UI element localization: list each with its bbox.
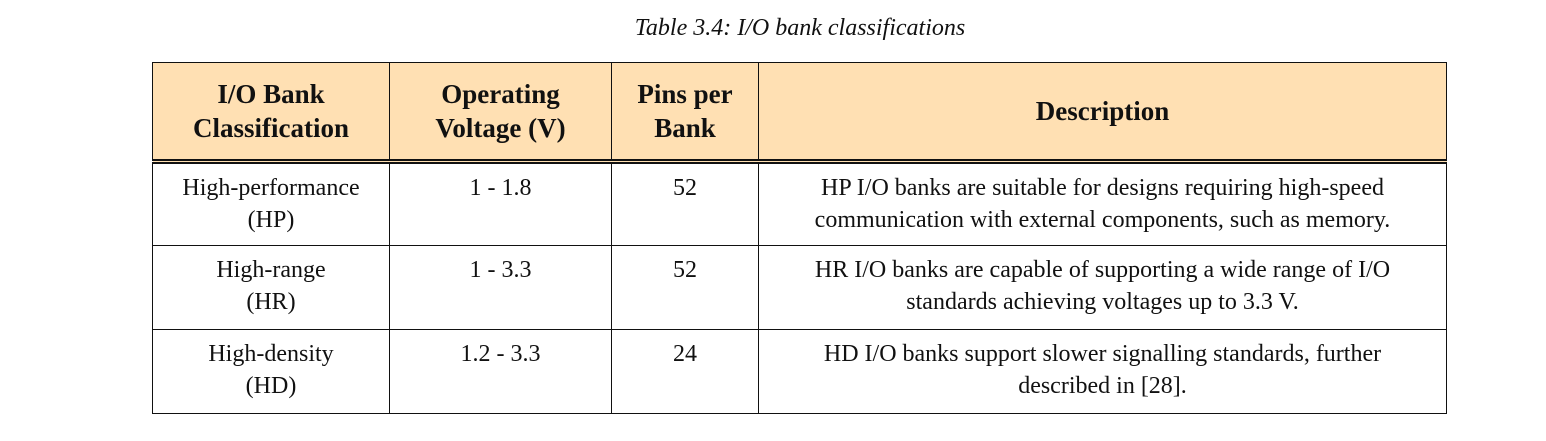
- cell-text: 52: [673, 257, 697, 283]
- header-text: Classification: [192, 113, 349, 143]
- header-text: Bank: [654, 113, 716, 143]
- cell-text: (HD): [245, 373, 297, 399]
- cell-text: High-performance: [182, 175, 360, 201]
- table-row: High-density (HD) 1.2 - 3.3 24 HD I/O ba…: [152, 329, 1447, 414]
- cell-description: HD I/O banks support slower signalling s…: [758, 329, 1447, 414]
- table-row: High-range (HR) 1 - 3.3 52 HR I/O banks …: [152, 245, 1447, 330]
- cell-text: communication with external components, …: [814, 207, 1391, 233]
- cell-text: (HR): [246, 289, 296, 315]
- header-text: Description: [1035, 96, 1170, 126]
- cell-text: 1.2 - 3.3: [460, 341, 541, 367]
- cell-text: standards achieving voltages up to 3.3 V…: [906, 289, 1299, 315]
- cell-text: 24: [673, 341, 697, 367]
- io-bank-table: I/O Bank Classification Operating Voltag…: [152, 62, 1447, 414]
- header-voltage: Operating Voltage (V): [389, 62, 612, 164]
- cell-voltage: 1 - 1.8: [389, 161, 612, 246]
- table-header: I/O Bank Classification Operating Voltag…: [152, 62, 1447, 164]
- cell-description: HR I/O banks are capable of supporting a…: [758, 245, 1447, 330]
- header-classification: I/O Bank Classification: [152, 62, 390, 164]
- cell-classification: High-density (HD): [152, 329, 390, 414]
- cell-text: 1 - 3.3: [469, 257, 532, 283]
- cell-text: HR I/O banks are capable of supporting a…: [814, 257, 1391, 283]
- header-row: I/O Bank Classification Operating Voltag…: [152, 62, 1447, 164]
- header-text: Operating: [441, 79, 560, 109]
- cell-text: High-range: [216, 257, 326, 283]
- cell-text: (HP): [247, 207, 295, 233]
- cell-text: described in [28].: [1018, 373, 1187, 399]
- header-text: Voltage (V): [435, 113, 566, 143]
- cell-text: 52: [673, 175, 697, 201]
- table-body: High-performance (HP) 1 - 1.8 52 HP I/O …: [152, 161, 1447, 414]
- table-row: High-performance (HP) 1 - 1.8 52 HP I/O …: [152, 161, 1447, 246]
- cell-text: High-density: [208, 341, 334, 367]
- header-description: Description: [758, 62, 1447, 164]
- cell-text: HD I/O banks support slower signalling s…: [823, 341, 1382, 367]
- cell-text: HP I/O banks are suitable for designs re…: [821, 175, 1384, 201]
- cell-classification: High-range (HR): [152, 245, 390, 330]
- header-pins: Pins per Bank: [611, 62, 759, 164]
- cell-pins: 24: [611, 329, 759, 414]
- table-caption: Table 3.4: I/O bank classifications: [634, 15, 966, 41]
- cell-classification: High-performance (HP): [152, 161, 390, 246]
- cell-pins: 52: [611, 161, 759, 246]
- cell-description: HP I/O banks are suitable for designs re…: [758, 161, 1447, 246]
- cell-voltage: 1.2 - 3.3: [389, 329, 612, 414]
- cell-text: 1 - 1.8: [469, 175, 532, 201]
- cell-pins: 52: [611, 245, 759, 330]
- cell-voltage: 1 - 3.3: [389, 245, 612, 330]
- header-text: I/O Bank: [217, 79, 325, 109]
- header-text: Pins per: [637, 79, 733, 109]
